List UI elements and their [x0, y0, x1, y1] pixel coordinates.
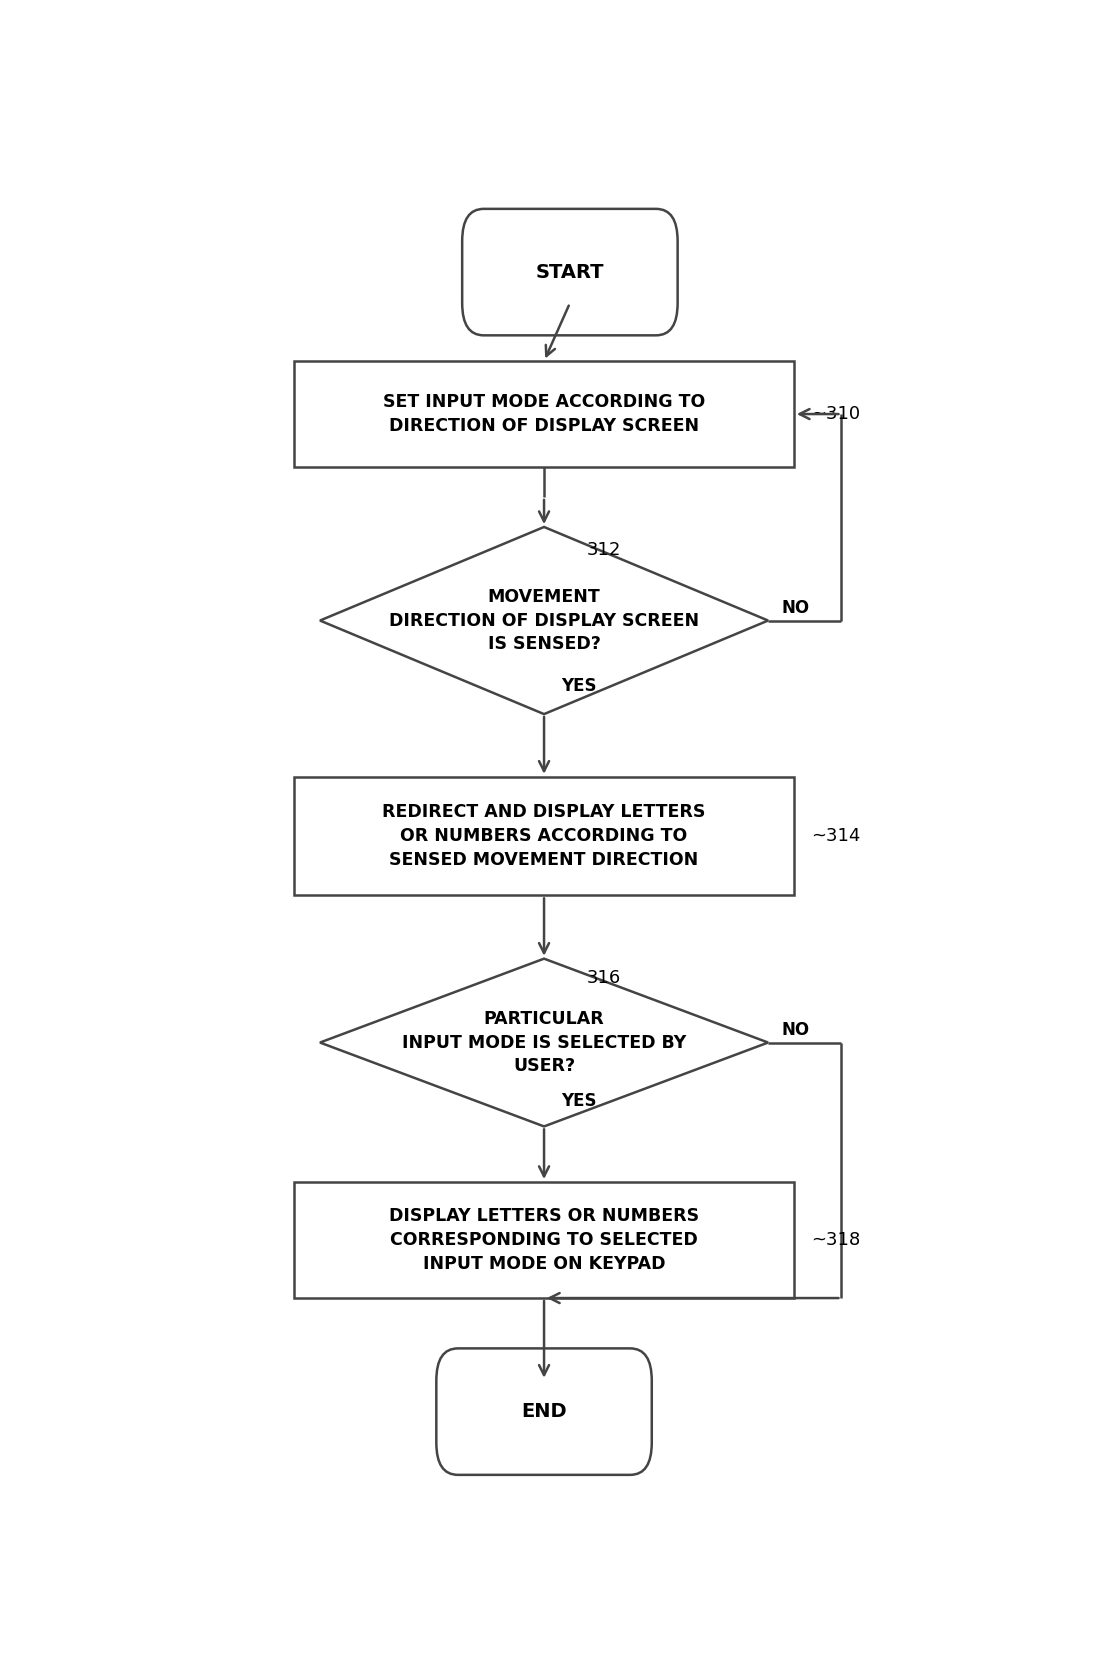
Text: ~310: ~310: [812, 406, 861, 422]
Text: DISPLAY LETTERS OR NUMBERS
CORRESPONDING TO SELECTED
INPUT MODE ON KEYPAD: DISPLAY LETTERS OR NUMBERS CORRESPONDING…: [389, 1207, 699, 1272]
Text: YES: YES: [562, 677, 597, 696]
Text: ~318: ~318: [812, 1230, 861, 1249]
Bar: [294, 360, 794, 468]
Text: MOVEMENT
DIRECTION OF DISPLAY SCREEN
IS SENSED?: MOVEMENT DIRECTION OF DISPLAY SCREEN IS …: [389, 588, 699, 654]
FancyBboxPatch shape: [436, 1349, 652, 1475]
Text: ~314: ~314: [812, 826, 861, 845]
Text: SET INPUT MODE ACCORDING TO
DIRECTION OF DISPLAY SCREEN: SET INPUT MODE ACCORDING TO DIRECTION OF…: [383, 394, 705, 434]
FancyBboxPatch shape: [463, 210, 677, 335]
Text: NO: NO: [781, 1021, 810, 1039]
Text: 312: 312: [587, 541, 622, 558]
Text: YES: YES: [562, 1091, 597, 1110]
Text: END: END: [522, 1403, 567, 1421]
Bar: [294, 776, 794, 895]
Polygon shape: [320, 526, 768, 714]
Polygon shape: [320, 959, 768, 1126]
Text: NO: NO: [781, 598, 810, 617]
Text: PARTICULAR
INPUT MODE IS SELECTED BY
USER?: PARTICULAR INPUT MODE IS SELECTED BY USE…: [401, 1011, 686, 1074]
Text: START: START: [536, 263, 604, 282]
Text: REDIRECT AND DISPLAY LETTERS
OR NUMBERS ACCORDING TO
SENSED MOVEMENT DIRECTION: REDIRECT AND DISPLAY LETTERS OR NUMBERS …: [383, 803, 706, 868]
Text: 316: 316: [587, 969, 622, 987]
Bar: [294, 1182, 794, 1297]
